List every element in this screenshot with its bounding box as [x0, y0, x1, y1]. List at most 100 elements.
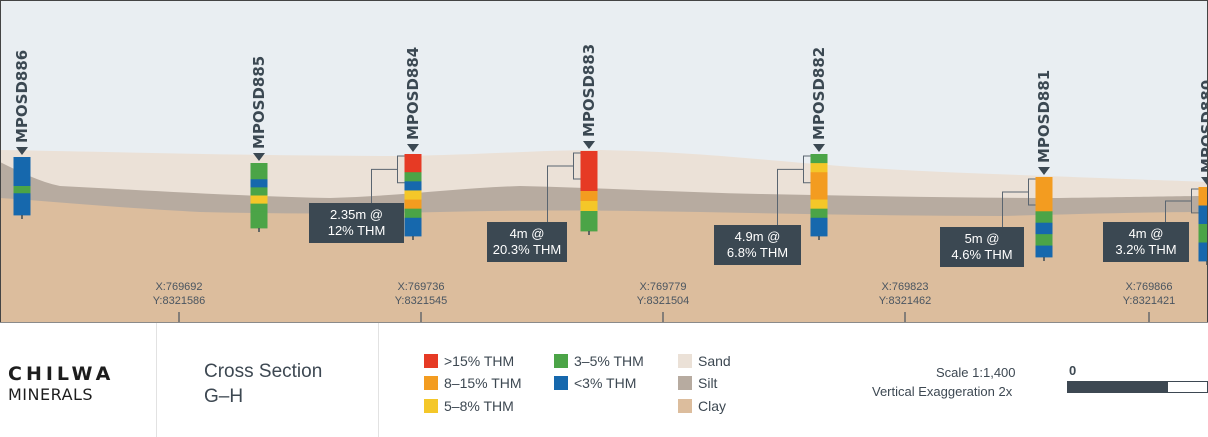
legend-swatch	[678, 399, 692, 413]
grade-interval	[405, 154, 422, 164]
scale-bar	[1067, 381, 1208, 393]
hole-name-label: MPOSD884	[404, 47, 422, 140]
legend-item-vlow: <3% THM	[554, 374, 636, 392]
intercept-label-text: 12% THM	[328, 223, 386, 238]
grade-interval	[14, 208, 31, 216]
grade-interval	[405, 209, 422, 219]
grade-interval	[251, 204, 268, 213]
grade-interval	[251, 196, 268, 205]
grade-interval	[811, 200, 828, 210]
grade-interval	[811, 218, 828, 228]
section-subtitle: G–H	[204, 386, 243, 408]
legend-swatch	[424, 376, 438, 390]
legend-swatch	[554, 354, 568, 368]
scale-bar-start-label: 0	[1069, 363, 1076, 378]
grade-interval	[405, 218, 422, 228]
grade-interval	[581, 151, 598, 161]
grade-interval	[811, 163, 828, 173]
legend-label: <3% THM	[574, 375, 636, 391]
coordinate-y-label: Y:8321421	[1123, 295, 1176, 307]
grade-interval	[811, 172, 828, 182]
grade-interval	[14, 193, 31, 201]
grade-interval	[14, 186, 31, 194]
grade-interval	[1199, 206, 1208, 225]
footer-divider	[378, 323, 379, 437]
intercept-label-text: 4m @	[1129, 226, 1164, 241]
grade-interval	[405, 190, 422, 200]
coordinate-x-label: X:769823	[881, 281, 928, 293]
footer-panel: CHILWA MINERALS Cross Section G–H >15% T…	[0, 322, 1208, 437]
grade-interval	[405, 181, 422, 191]
grade-interval	[14, 201, 31, 209]
grade-interval	[811, 181, 828, 191]
grade-interval	[405, 163, 422, 173]
intercept-label-text: 3.2% THM	[1115, 242, 1176, 257]
grade-interval	[811, 154, 828, 164]
intercept-label-text: 4.6% THM	[951, 247, 1012, 262]
legend-label: Sand	[698, 353, 731, 369]
grade-interval	[405, 200, 422, 210]
grade-interval	[581, 191, 598, 201]
vertical-exaggeration-label: Vertical Exaggeration 2x	[872, 384, 1012, 399]
coordinate-y-label: Y:8321462	[879, 295, 932, 307]
legend-item-silt: Silt	[678, 374, 717, 392]
grade-interval	[581, 201, 598, 211]
grade-interval	[251, 179, 268, 188]
grade-interval	[581, 211, 598, 221]
hole-name-label: MPOSD880	[1198, 80, 1208, 173]
drillhole-mposd886: MPOSD886	[13, 50, 31, 219]
coordinate-x-label: X:769692	[155, 281, 202, 293]
legend-label: >15% THM	[444, 353, 514, 369]
grade-interval	[14, 164, 31, 172]
legend-swatch	[424, 399, 438, 413]
grade-interval	[251, 220, 268, 229]
legend-label: Clay	[698, 398, 726, 414]
drillhole-mposd885: MPOSD885	[250, 56, 268, 232]
grade-interval	[1036, 234, 1053, 246]
coordinate-x-label: X:769779	[639, 281, 686, 293]
legend-item-clay: Clay	[678, 397, 726, 415]
grade-interval	[251, 212, 268, 221]
grade-interval	[405, 172, 422, 182]
hole-name-label: MPOSD885	[250, 56, 268, 149]
grade-interval	[581, 171, 598, 181]
legend-swatch	[678, 354, 692, 368]
coordinate-y-label: Y:8321586	[153, 295, 206, 307]
legend-swatch	[424, 354, 438, 368]
legend-swatch	[554, 376, 568, 390]
legend-label: Silt	[698, 375, 717, 391]
coordinate-x-label: X:769866	[1125, 281, 1172, 293]
grade-interval	[1036, 246, 1053, 258]
grade-interval	[14, 179, 31, 187]
grade-interval	[251, 163, 268, 172]
legend-item-low: 3–5% THM	[554, 352, 644, 370]
hole-name-label: MPOSD883	[580, 44, 598, 137]
grade-interval	[251, 171, 268, 180]
grade-interval	[251, 187, 268, 196]
intercept-label-text: 2.35m @	[330, 207, 383, 222]
company-logo-line1: CHILWA	[8, 363, 114, 385]
intercept-label-text: 6.8% THM	[727, 245, 788, 260]
footer-divider	[156, 323, 157, 437]
coordinate-x-label: X:769736	[397, 281, 444, 293]
grade-interval	[1199, 224, 1208, 243]
grade-interval	[581, 221, 598, 231]
hole-name-label: MPOSD886	[13, 50, 31, 143]
coordinate-y-label: Y:8321545	[395, 295, 448, 307]
grade-interval	[1199, 243, 1208, 262]
grade-interval	[1036, 188, 1053, 200]
intercept-label-text: 4.9m @	[735, 229, 781, 244]
intercept-label-text: 5m @	[965, 231, 1000, 246]
scale-label: Scale 1:1,400	[936, 365, 1016, 380]
grade-interval	[811, 227, 828, 237]
hole-name-label: MPOSD882	[810, 47, 828, 140]
grade-interval	[1036, 177, 1053, 189]
intercept-label-text: 4m @	[510, 226, 545, 241]
legend-item-sand: Sand	[678, 352, 731, 370]
intercept-label-text: 20.3% THM	[493, 242, 561, 257]
legend-swatch	[678, 376, 692, 390]
grade-interval	[14, 157, 31, 165]
grade-interval	[14, 172, 31, 180]
legend-item-high: >15% THM	[424, 352, 514, 370]
grade-interval	[1036, 200, 1053, 212]
